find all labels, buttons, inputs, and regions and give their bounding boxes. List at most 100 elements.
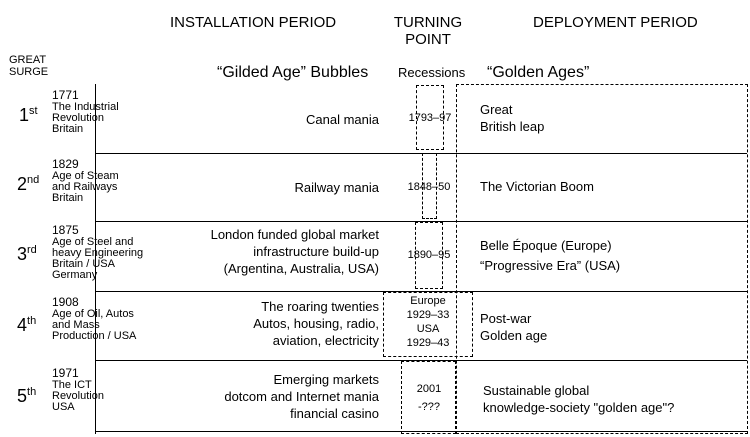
surge-name-3-line4: Germany (52, 269, 98, 281)
surge-year-4: 1908 (52, 295, 79, 309)
surge-ordinal-1: 1st (19, 105, 38, 126)
surge-name-5-line1: The ICT (52, 379, 92, 391)
surge-info-3: 1875 Age of Steel and heavy Engineering … (52, 224, 143, 281)
deployment-3-line1: Belle Époque (Europe) (480, 238, 612, 253)
recession-box-3 (415, 222, 443, 289)
golden-age-frame (456, 84, 748, 434)
surge-name-5-line2: Revolution (52, 390, 104, 402)
surge-name-1-line2: Revolution (52, 112, 104, 124)
deployment-2: The Victorian Boom (480, 178, 594, 195)
turning-point-header-line2: POINT (405, 31, 451, 48)
surge-info-5: 1971 The ICT Revolution USA (52, 367, 104, 413)
great-surge-label-line1: GREAT (9, 54, 47, 66)
installation-3-line3: (Argentina, Australia, USA) (223, 261, 379, 276)
installation-1: Canal mania (306, 111, 379, 128)
bubbles-subheader: “Gilded Age” Bubbles (217, 64, 369, 81)
installation-period-header: INSTALLATION PERIOD (170, 14, 337, 31)
surge-name-2-line1: Age of Steam (52, 170, 119, 182)
installation-2: Railway mania (294, 179, 379, 196)
installation-3: London funded global market infrastructu… (211, 226, 379, 277)
deployment-1: Great British leap (480, 101, 544, 135)
deployment-5: Sustainable global knowledge-society "go… (483, 382, 674, 416)
recession-box-4 (383, 292, 473, 357)
deployment-5-line1: Sustainable global (483, 383, 590, 398)
turning-3-line1: 1890–95 (407, 249, 451, 261)
left-border-line (95, 84, 96, 434)
installation-5-line3: financial casino (290, 406, 379, 421)
turning-5-line1: 2001 (416, 383, 442, 395)
installation-3-line1: London funded global market (210, 227, 379, 242)
turning-5-line2: -??? (417, 401, 441, 413)
surge-info-2: 1829 Age of Steam and Railways Britain (52, 158, 119, 204)
row-divider-3 (95, 291, 747, 292)
surge-name-3-line1: Age of Steel and (52, 236, 134, 248)
deployment-4-line2: Golden age (480, 328, 548, 343)
turning-4-line4: 1929–43 (406, 337, 450, 349)
installation-2-line1: Railway mania (294, 180, 379, 195)
surge-info-4: 1908 Age of Oil, Autos and Mass Producti… (52, 296, 136, 342)
deployment-1-line2: British leap (480, 119, 545, 134)
surge-name-2-line3: Britain (52, 192, 84, 204)
surge-name-5-line3: USA (52, 401, 75, 413)
surge-info-1: 1771 The Industrial Revolution Britain (52, 89, 119, 135)
surge-ordinal-5: 5th (17, 386, 36, 407)
surge-ordinal-5-number: 5 (17, 386, 28, 406)
deployment-4-line1: Post-war (480, 311, 532, 326)
surge-ordinal-3: 3rd (17, 244, 37, 265)
surge-name-2-line2: and Railways (52, 181, 118, 193)
great-surge-label-line2: SURGE (9, 66, 49, 78)
row-divider-2 (95, 221, 747, 222)
surge-name-4-line1: Age of Oil, Autos (52, 308, 134, 320)
surge-year-2: 1829 (52, 157, 79, 171)
row-divider-4 (95, 360, 747, 361)
installation-4-line2: Autos, housing, radio, (253, 316, 379, 331)
recessions-subheader: Recessions (398, 65, 466, 80)
surge-name-1-line1: The Industrial (52, 101, 119, 113)
deployment-5-line2: knowledge-society "golden age"? (483, 400, 675, 415)
installation-4: The roaring twenties Autos, housing, rad… (253, 298, 379, 349)
installation-5-line2: dotcom and Internet mania (224, 389, 379, 404)
row-divider-5 (95, 431, 747, 432)
deployment-3: Belle Époque (Europe) “Progressive Era” … (480, 236, 620, 276)
surge-year-1: 1771 (52, 88, 79, 102)
turning-3: 1890–95 (399, 248, 459, 262)
deployment-period-header: DEPLOYMENT PERIOD (533, 14, 698, 31)
turning-4-line1: Europe (410, 295, 446, 307)
turning-point-header-line1: TURNING (393, 14, 463, 31)
surge-ordinal-1-number: 1 (19, 105, 30, 125)
surge-name-4-line2: and Mass (52, 319, 100, 331)
deployment-2-line1: The Victorian Boom (480, 179, 594, 194)
installation-5-line1: Emerging markets (273, 372, 379, 387)
turning-2: 1848–50 (399, 180, 459, 194)
turning-1-line1: 1793–97 (408, 112, 452, 124)
great-surge-label: GREAT SURGE (9, 54, 48, 78)
surge-ordinal-3-suffix: rd (27, 244, 37, 256)
surge-name-1-line3: Britain (52, 123, 84, 135)
turning-2-line1: 1848–50 (407, 181, 451, 193)
turning-4: Europe 1929–33 USA 1929–43 (388, 294, 468, 350)
installation-3-line2: infrastructure build-up (253, 244, 379, 259)
surge-ordinal-4-suffix: th (27, 315, 37, 327)
surge-ordinal-2-suffix: nd (27, 174, 40, 186)
surge-ordinal-3-number: 3 (17, 244, 28, 264)
turning-4-line2: 1929–33 (406, 309, 450, 321)
deployment-1-line1: Great (480, 102, 513, 117)
surge-ordinal-5-suffix: th (27, 386, 37, 398)
installation-1-line1: Canal mania (306, 112, 379, 127)
golden-ages-subheader: “Golden Ages” (487, 64, 590, 81)
installation-5: Emerging markets dotcom and Internet man… (224, 371, 379, 422)
turning-point-header: TURNING POINT (388, 14, 468, 48)
surge-ordinal-2-number: 2 (17, 174, 28, 194)
surge-name-3-line2: heavy Engineering (52, 247, 144, 259)
surge-name-3-line3: Britain / USA (52, 258, 115, 270)
installation-4-line1: The roaring twenties (261, 299, 379, 314)
surge-year-3: 1875 (52, 223, 79, 237)
surge-ordinal-4: 4th (17, 315, 36, 336)
row-divider-1 (95, 153, 747, 154)
deployment-4: Post-war Golden age (480, 310, 547, 344)
recession-box-1 (416, 85, 444, 150)
installation-4-line3: aviation, electricity (272, 333, 379, 348)
surge-year-5: 1971 (52, 366, 79, 380)
deployment-3-line2: “Progressive Era” (USA) (480, 258, 621, 273)
surge-ordinal-2: 2nd (17, 174, 39, 195)
